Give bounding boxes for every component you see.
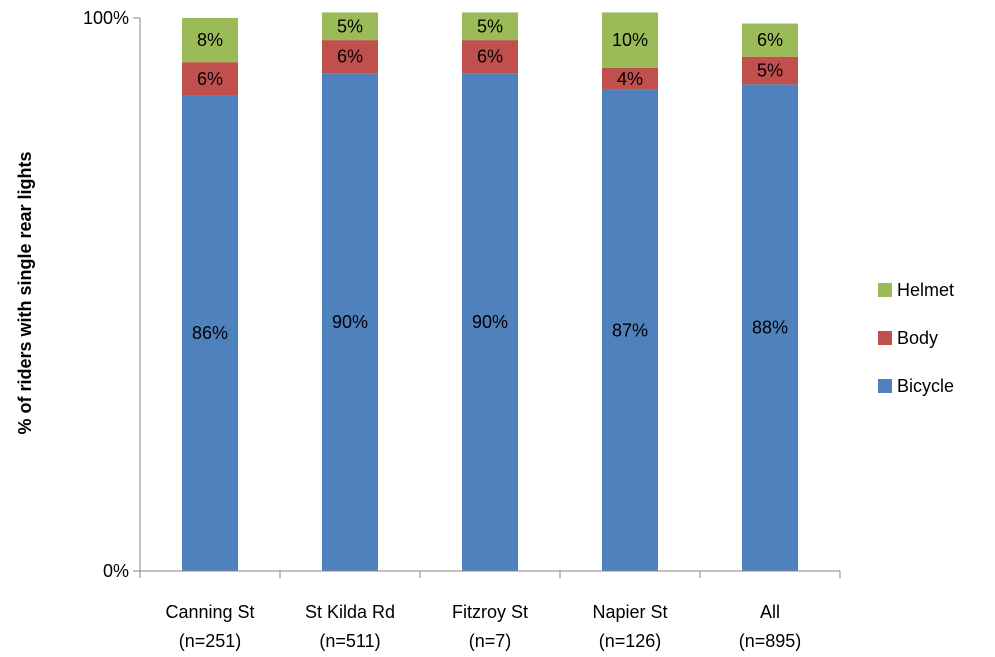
x-tick-count: (n=511)	[319, 631, 380, 651]
x-tick-label: Napier St	[592, 602, 667, 622]
data-label: 4%	[617, 69, 643, 89]
x-tick-count: (n=251)	[179, 631, 242, 651]
legend-swatch-helmet	[878, 283, 892, 297]
bar-segment-bicycle	[182, 95, 238, 572]
y-axis-title: % of riders with single rear lights	[15, 151, 35, 434]
y-tick-label: 0%	[103, 561, 129, 581]
data-label: 86%	[192, 323, 228, 343]
data-label: 88%	[752, 318, 788, 338]
bar-segment-body	[462, 40, 518, 74]
bar-segment-helmet	[322, 12, 378, 41]
bar-segment-helmet	[602, 12, 658, 68]
bar-segment-bicycle	[742, 84, 798, 572]
bar-segment-body	[602, 67, 658, 90]
x-tick-count: (n=126)	[599, 631, 662, 651]
data-label: 90%	[472, 312, 508, 332]
data-label: 8%	[197, 30, 223, 50]
bar-segment-helmet	[742, 23, 798, 57]
x-tick-label: Canning St	[165, 602, 254, 622]
bar-segment-helmet	[462, 12, 518, 41]
data-label: 5%	[757, 61, 783, 81]
legend-label-bicycle: Bicycle	[897, 376, 954, 396]
data-label: 10%	[612, 30, 648, 50]
data-label: 6%	[197, 69, 223, 89]
bar-segment-helmet	[182, 18, 238, 63]
legend-label-helmet: Helmet	[897, 280, 954, 300]
y-tick-label: 100%	[83, 8, 129, 28]
data-label: 5%	[477, 16, 503, 36]
data-label: 90%	[332, 312, 368, 332]
data-label: 87%	[612, 320, 648, 340]
bar-segment-bicycle	[602, 89, 658, 571]
legend-swatch-bicycle	[878, 379, 892, 393]
bar-segment-body	[742, 56, 798, 85]
bar-segment-body	[322, 40, 378, 74]
data-label: 5%	[337, 16, 363, 36]
data-label: 6%	[337, 47, 363, 67]
legend-swatch-body	[878, 331, 892, 345]
x-tick-count: (n=895)	[739, 631, 802, 651]
bar-segment-bicycle	[322, 73, 378, 572]
legend-label-body: Body	[897, 328, 938, 348]
bar-segment-bicycle	[462, 73, 518, 572]
x-tick-label: Fitzroy St	[452, 602, 528, 622]
data-label: 6%	[477, 47, 503, 67]
data-label: 6%	[757, 30, 783, 50]
x-tick-count: (n=7)	[469, 631, 512, 651]
bar-segment-body	[182, 62, 238, 96]
x-tick-label: All	[760, 602, 780, 622]
x-tick-label: St Kilda Rd	[305, 602, 395, 622]
